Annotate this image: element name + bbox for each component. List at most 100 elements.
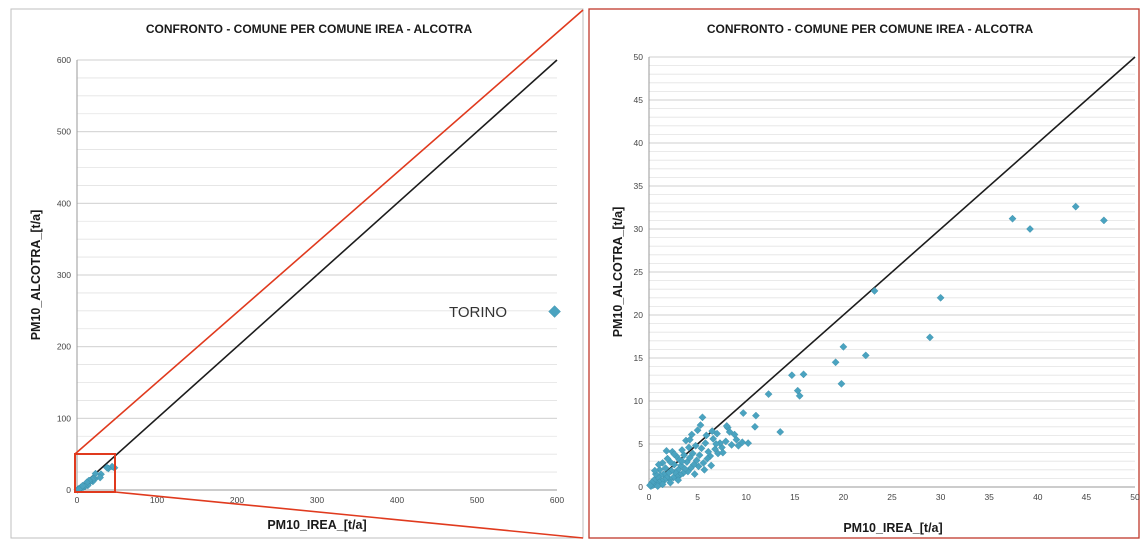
- right-data-point: [764, 390, 773, 399]
- right-data-point: [870, 287, 879, 295]
- right-y-tick-label: 5: [638, 439, 643, 449]
- right-data-point: [663, 454, 672, 463]
- right-data-point: [699, 459, 708, 467]
- left-chart-frame: [10, 8, 584, 539]
- right-data-point: [685, 435, 694, 444]
- left-y-tick-label: 200: [57, 342, 71, 352]
- right-chart-title: CONFRONTO - COMUNE PER COMUNE IREA - ALC…: [707, 22, 1034, 36]
- right-y-tick-label: 25: [634, 267, 644, 277]
- right-data-point: [662, 446, 671, 455]
- right-y-axis-label: PM10_ALCOTRA_[t/a]: [611, 207, 625, 338]
- right-data-point: [739, 409, 748, 417]
- right-data-point: [727, 440, 736, 449]
- right-data-point: [666, 478, 675, 487]
- right-data-point: [693, 426, 702, 435]
- right-data-point: [837, 379, 846, 388]
- right-y-tick-label: 50: [634, 52, 644, 62]
- right-data-point: [1008, 214, 1017, 223]
- right-data-point: [691, 441, 700, 450]
- left-y-tick-label: 300: [57, 270, 71, 280]
- right-data-point: [734, 441, 743, 450]
- left-chart: CONFRONTO - COMUNE PER COMUNE IREA - ALC…: [10, 8, 584, 539]
- right-x-tick-label: 20: [839, 492, 849, 502]
- right-data-point: [674, 476, 683, 485]
- right-data-point: [678, 446, 686, 454]
- right-x-tick-label: 0: [647, 492, 652, 502]
- right-data-point: [701, 439, 710, 448]
- left-identity-line: [76, 59, 558, 491]
- right-data-point: [653, 482, 662, 491]
- left-data-point: [548, 305, 561, 318]
- left-x-axis-label: PM10_IREA_[t/a]: [267, 518, 366, 532]
- left-data-points: [73, 305, 561, 494]
- left-x-tick-label: 100: [150, 495, 164, 505]
- right-data-point: [678, 457, 686, 466]
- right-data-point: [788, 371, 796, 380]
- right-data-point: [936, 293, 945, 302]
- right-x-tick-label: 25: [887, 492, 897, 502]
- right-data-point: [654, 460, 663, 469]
- right-data-point: [776, 428, 785, 436]
- zoom-connector-bottom: [114, 491, 584, 539]
- right-data-point: [698, 413, 707, 422]
- right-data-point: [752, 411, 760, 420]
- left-y-tick-label: 400: [57, 198, 71, 208]
- right-x-tick-label: 5: [695, 492, 700, 502]
- right-data-point: [650, 466, 659, 475]
- right-data-point: [655, 465, 664, 474]
- right-data-point: [708, 427, 717, 435]
- right-y-tick-label: 40: [634, 138, 644, 148]
- zoom-box: [74, 453, 116, 493]
- right-x-tick-label: 45: [1082, 492, 1092, 502]
- left-x-tick-label: 500: [470, 495, 484, 505]
- right-x-tick-label: 10: [741, 492, 751, 502]
- right-data-point: [674, 465, 683, 474]
- right-y-tick-label: 15: [634, 353, 644, 363]
- left-x-tick-label: 400: [390, 495, 404, 505]
- right-data-point: [831, 358, 840, 367]
- right-data-point: [799, 370, 808, 379]
- right-data-point: [670, 450, 679, 459]
- right-data-point: [839, 342, 848, 351]
- right-data-point: [1026, 225, 1034, 233]
- right-data-point: [707, 461, 716, 470]
- left-x-tick-label: 200: [230, 495, 244, 505]
- right-y-tick-label: 30: [634, 224, 644, 234]
- left-tick-labels: 0 100 200 300 400 500 600 0 100 200 300 400 500 600: [57, 55, 565, 505]
- right-data-point: [661, 464, 670, 472]
- left-y-tick-label: 500: [57, 127, 71, 137]
- left-y-tick-label: 100: [57, 413, 71, 423]
- right-y-tick-label: 20: [634, 310, 644, 320]
- right-x-tick-label: 35: [984, 492, 994, 502]
- left-y-tick-label: 0: [66, 485, 71, 495]
- right-data-point: [751, 422, 759, 431]
- right-identity-line: [648, 56, 1136, 488]
- right-data-point: [684, 443, 693, 452]
- left-chart-title: CONFRONTO - COMUNE PER COMUNE IREA - ALC…: [146, 22, 473, 36]
- right-data-point: [702, 431, 711, 440]
- right-data-point: [732, 435, 741, 444]
- right-data-point: [793, 386, 802, 395]
- left-data-point: [103, 463, 111, 472]
- right-data-point: [703, 454, 712, 463]
- right-data-point: [711, 445, 719, 454]
- right-data-point: [718, 448, 727, 457]
- right-data-point: [712, 440, 720, 448]
- left-x-tick-label: 0: [75, 495, 80, 505]
- right-x-tick-label: 40: [1033, 492, 1043, 502]
- right-y-tick-label: 0: [638, 482, 643, 492]
- right-data-point: [690, 470, 699, 478]
- left-x-tick-label: 600: [550, 495, 564, 505]
- right-data-point: [696, 421, 705, 429]
- right-data-point: [704, 447, 713, 456]
- left-reference-line: [76, 59, 558, 491]
- zoom-callout: [74, 9, 584, 539]
- right-data-point: [722, 422, 731, 430]
- left-y-tick-label: 600: [57, 55, 71, 65]
- right-data-point: [700, 465, 709, 474]
- right-data-points: [646, 202, 1108, 491]
- right-data-point: [646, 481, 654, 490]
- right-y-tick-label: 10: [634, 396, 644, 406]
- right-data-point: [926, 333, 934, 342]
- right-reference-line: [648, 56, 1136, 488]
